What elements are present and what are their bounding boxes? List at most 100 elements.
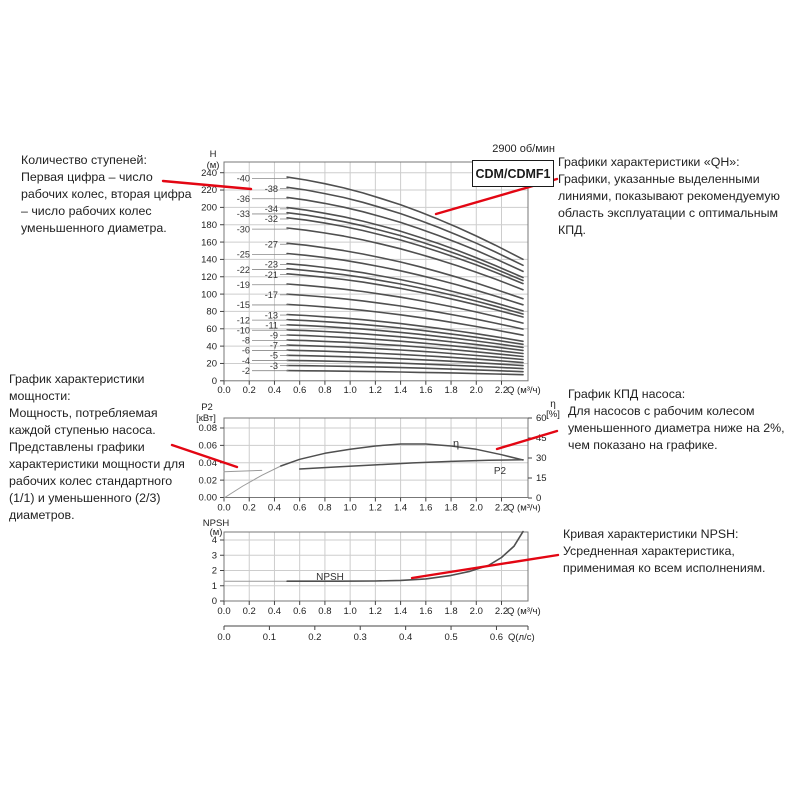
svg-text:40: 40 — [206, 341, 217, 352]
svg-text:-10: -10 — [237, 325, 250, 335]
svg-text:1.8: 1.8 — [444, 385, 457, 396]
svg-text:1.4: 1.4 — [394, 606, 407, 617]
svg-text:140: 140 — [201, 255, 217, 266]
svg-text:220: 220 — [201, 185, 217, 196]
svg-text:-30: -30 — [237, 224, 250, 234]
svg-text:0.5: 0.5 — [444, 632, 457, 643]
svg-text:200: 200 — [201, 203, 217, 214]
svg-text:1.2: 1.2 — [369, 606, 382, 617]
svg-text:0.8: 0.8 — [318, 503, 331, 514]
svg-text:-3: -3 — [270, 361, 278, 371]
svg-text:0.0: 0.0 — [217, 503, 230, 514]
svg-text:-2: -2 — [242, 366, 250, 376]
svg-text:0: 0 — [536, 493, 541, 504]
svg-text:0.2: 0.2 — [243, 385, 256, 396]
svg-text:-23: -23 — [265, 260, 278, 270]
note-qh-body: Графики, указанные выделенными линиями, … — [558, 172, 780, 237]
svg-text:0: 0 — [212, 596, 217, 607]
note-power-title: График характеристики мощности: — [9, 372, 145, 403]
svg-text:2.2: 2.2 — [495, 606, 508, 617]
svg-text:NPSH: NPSH — [203, 518, 230, 529]
svg-text:0.00: 0.00 — [199, 493, 218, 504]
eff-pointer — [495, 429, 559, 451]
svg-text:-32: -32 — [265, 214, 278, 224]
svg-text:-15: -15 — [237, 300, 250, 310]
power-pointer — [170, 443, 239, 469]
note-eff-body: Для насосов с рабочим колесом уменьшенно… — [568, 404, 785, 452]
svg-text:-38: -38 — [265, 184, 278, 194]
svg-text:P2: P2 — [201, 402, 213, 413]
svg-text:(м): (м) — [207, 160, 220, 171]
svg-text:240: 240 — [201, 168, 217, 179]
svg-text:1.8: 1.8 — [444, 606, 457, 617]
svg-text:2.2: 2.2 — [495, 385, 508, 396]
svg-text:1.0: 1.0 — [344, 385, 357, 396]
model-badge: CDM/CDMF1 — [472, 160, 554, 187]
svg-text:0.6: 0.6 — [293, 503, 306, 514]
note-npsh-body: Усредненная характеристика, применимая к… — [563, 544, 766, 575]
svg-text:η: η — [453, 438, 459, 450]
svg-text:[%]: [%] — [546, 409, 560, 420]
svg-text:-11: -11 — [265, 320, 278, 330]
svg-text:120: 120 — [201, 272, 217, 283]
note-npsh-title: Кривая характеристики NPSH: — [563, 527, 739, 541]
svg-text:-6: -6 — [242, 346, 250, 356]
svg-text:1.2: 1.2 — [369, 503, 382, 514]
svg-text:1.0: 1.0 — [344, 503, 357, 514]
svg-text:0.2: 0.2 — [243, 503, 256, 514]
svg-text:60: 60 — [206, 324, 217, 335]
svg-text:45: 45 — [536, 433, 547, 444]
svg-text:-19: -19 — [237, 280, 250, 290]
note-eff-title: График КПД насоса: — [568, 387, 686, 401]
note-stages: Количество ступеней: Первая цифра – числ… — [21, 152, 193, 237]
svg-text:-22: -22 — [237, 265, 250, 275]
svg-text:-13: -13 — [265, 310, 278, 320]
svg-text:-33: -33 — [237, 209, 250, 219]
svg-text:0.8: 0.8 — [318, 606, 331, 617]
svg-text:1.8: 1.8 — [444, 503, 457, 514]
svg-text:0.1: 0.1 — [263, 632, 276, 643]
note-npsh: Кривая характеристики NPSH: Усредненная … — [563, 526, 800, 577]
power-efficiency-chart: 0.00 0.02 0.04 0.06 0.08 0 15 30 45 60 0.0 0.2 0.4 0.… — [196, 399, 560, 514]
svg-text:1.6: 1.6 — [419, 606, 432, 617]
svg-text:-7: -7 — [270, 341, 278, 351]
svg-text:0.2: 0.2 — [243, 606, 256, 617]
svg-text:-27: -27 — [265, 239, 278, 249]
svg-text:-8: -8 — [242, 336, 250, 346]
svg-text:0.04: 0.04 — [199, 458, 218, 469]
svg-text:P2: P2 — [494, 466, 507, 477]
svg-text:0: 0 — [212, 376, 217, 387]
svg-text:-21: -21 — [265, 270, 278, 280]
note-qh: Графики характеристики «QH»: Графики, ук… — [558, 154, 800, 239]
svg-text:1.4: 1.4 — [394, 503, 407, 514]
svg-text:-17: -17 — [265, 290, 278, 300]
svg-text:Q (м³/ч): Q (м³/ч) — [507, 385, 541, 396]
svg-text:15: 15 — [536, 473, 547, 484]
svg-text:0.6: 0.6 — [293, 385, 306, 396]
note-qh-title: Графики характеристики «QH»: — [558, 155, 740, 169]
svg-text:-9: -9 — [270, 330, 278, 340]
npsh-pointer — [410, 553, 560, 580]
svg-text:2.0: 2.0 — [470, 503, 483, 514]
svg-text:1.6: 1.6 — [419, 385, 432, 396]
svg-text:2.2: 2.2 — [495, 503, 508, 514]
svg-text:0.4: 0.4 — [268, 385, 281, 396]
svg-text:-5: -5 — [270, 351, 278, 361]
svg-text:0.4: 0.4 — [268, 503, 281, 514]
note-power-body: Мощность, потребляемая каждой ступенью н… — [9, 406, 185, 522]
model-badge-label: CDM/CDMF1 — [475, 166, 551, 181]
stages-pointer — [161, 179, 253, 191]
svg-text:(м): (м) — [210, 527, 223, 538]
svg-text:2: 2 — [212, 566, 217, 577]
svg-text:0.0: 0.0 — [217, 606, 230, 617]
svg-text:30: 30 — [536, 453, 547, 464]
svg-text:-12: -12 — [237, 315, 250, 325]
svg-text:20: 20 — [206, 359, 217, 370]
note-eff: График КПД насоса: Для насосов с рабочим… — [568, 386, 800, 454]
svg-text:0.6: 0.6 — [490, 632, 503, 643]
svg-text:0.0: 0.0 — [217, 632, 230, 643]
svg-text:1.4: 1.4 — [394, 385, 407, 396]
note-stages-title: Количество ступеней: — [21, 153, 147, 167]
svg-text:0.0: 0.0 — [217, 385, 230, 396]
